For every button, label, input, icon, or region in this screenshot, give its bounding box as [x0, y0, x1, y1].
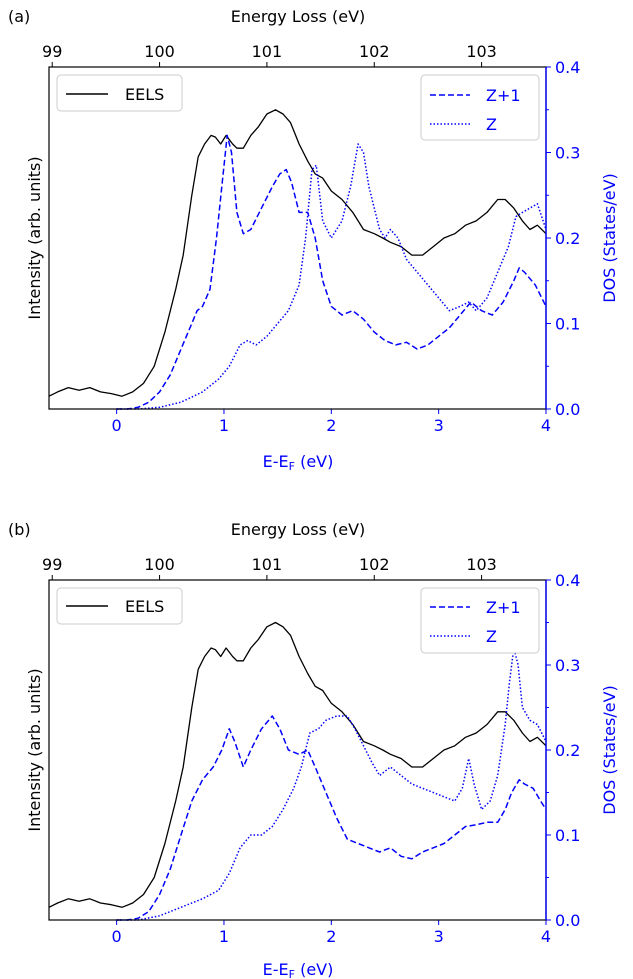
- y-tick-label-right: 0.1: [555, 826, 580, 845]
- x-tick-label: 4: [541, 416, 551, 435]
- y-tick-label-right: 0.3: [555, 656, 580, 675]
- y-tick-label-right: 0.2: [555, 741, 580, 760]
- top-tick-label: 99: [42, 42, 62, 61]
- plot-area: [48, 109, 547, 410]
- top-tick-label: 100: [144, 42, 175, 61]
- right-axis-label: DOS (States/eV): [600, 173, 619, 303]
- top-tick-label: 102: [359, 42, 390, 61]
- top-tick-label: 101: [252, 42, 283, 61]
- x-axis-label: E-EF (eV): [263, 452, 334, 473]
- panel-label: (a): [8, 7, 30, 26]
- legend-dos-frame: [420, 74, 540, 141]
- top-tick-label: 99: [42, 555, 62, 574]
- top-tick-label: 102: [359, 555, 390, 574]
- series-z-line: [116, 143, 547, 410]
- ticks-layer: 0 1 2 3 4 99 100 101 102 103 0.0 0.1 0.2 0.3 0.4: [42, 42, 580, 435]
- y-tick-label-right: 0.2: [555, 229, 580, 248]
- x-tick-label: 2: [326, 416, 336, 435]
- y-tick-label-right: 0.0: [555, 911, 580, 930]
- legend-eels-frame: [56, 74, 183, 112]
- legend-z-label: Z: [486, 627, 497, 646]
- right-axis-label: DOS (States/eV): [600, 685, 619, 815]
- legend-dos: Z+1 Z: [420, 587, 540, 654]
- series-z-line: [116, 647, 547, 921]
- legend-z1-label: Z+1: [486, 598, 521, 617]
- series-z-1-line: [116, 134, 547, 410]
- series-z-1-line: [116, 715, 547, 921]
- legend-eels-label: EELS: [125, 597, 164, 616]
- legend-z1-label: Z+1: [486, 86, 521, 105]
- panel-label: (b): [8, 520, 31, 539]
- series-eels-line: [48, 621, 547, 908]
- legend-z-label: Z: [486, 115, 497, 134]
- series-eels-line: [48, 109, 547, 397]
- top-tick-label: 101: [252, 555, 283, 574]
- x-tick-label: 1: [219, 927, 229, 946]
- top-tick-label: 103: [466, 42, 497, 61]
- left-axis-label: Intensity (arb. units): [25, 668, 44, 831]
- x-tick-label: 3: [434, 416, 444, 435]
- top-axis-label: Energy Loss (eV): [231, 7, 366, 26]
- y-tick-label-right: 0.3: [555, 144, 580, 163]
- legend-dos-frame: [420, 587, 540, 654]
- left-axis-label: Intensity (arb. units): [25, 156, 44, 319]
- top-tick-label: 103: [466, 555, 497, 574]
- plot-area: [48, 621, 547, 921]
- top-axis-label: Energy Loss (eV): [231, 520, 366, 539]
- legend-eels: EELS: [56, 587, 183, 625]
- top-tick-label: 100: [144, 555, 175, 574]
- legend-eels: EELS: [56, 74, 183, 112]
- x-tick-label: 3: [434, 927, 444, 946]
- legend-eels-label: EELS: [125, 85, 164, 104]
- panel-b: (b) Energy Loss (eV) Intensity (arb. uni…: [8, 520, 619, 979]
- x-tick-label: 0: [112, 927, 122, 946]
- legend-eels-frame: [56, 587, 183, 625]
- y-tick-label-right: 0.1: [555, 315, 580, 334]
- panel-a: (a) Energy Loss (eV) Intensity (arb. uni…: [8, 7, 619, 473]
- y-tick-label-right: 0.4: [555, 571, 580, 590]
- x-tick-label: 2: [326, 927, 336, 946]
- ticks-layer: 0 1 2 3 4 99 100 101 102 103 0.0 0.1 0.2 0.3 0.4: [42, 555, 580, 946]
- x-tick-label: 1: [219, 416, 229, 435]
- y-tick-label-right: 0.0: [555, 400, 580, 419]
- legend-dos: Z+1 Z: [420, 74, 540, 141]
- x-axis-label: E-EF (eV): [263, 960, 334, 979]
- x-tick-label: 0: [112, 416, 122, 435]
- y-tick-label-right: 0.4: [555, 58, 580, 77]
- x-tick-label: 4: [541, 927, 551, 946]
